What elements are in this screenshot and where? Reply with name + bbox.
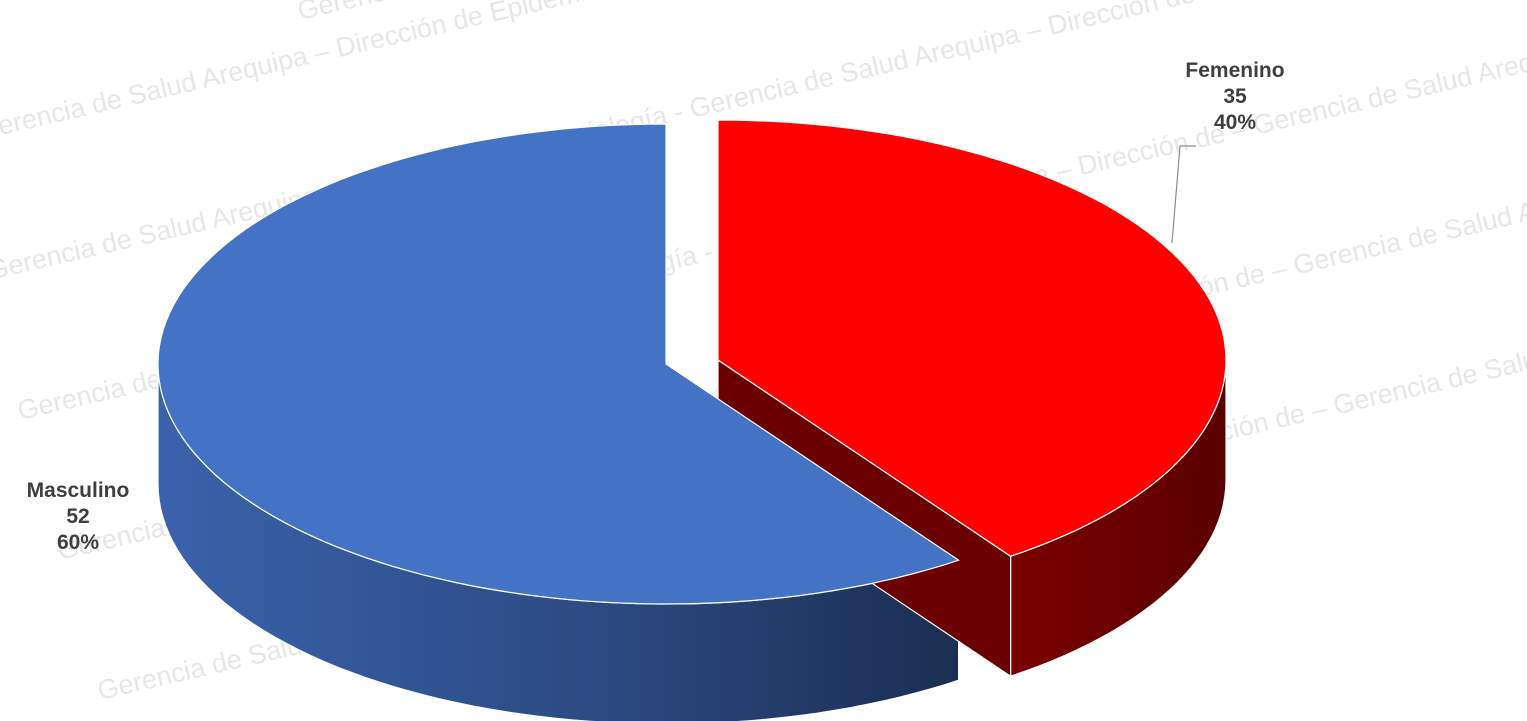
data-label-femenino: Femenino 35 40% xyxy=(1160,58,1310,136)
data-label-masculino: Masculino 52 60% xyxy=(8,478,148,556)
leader-line-femenino xyxy=(1171,145,1196,244)
slice-value-masculino: 52 xyxy=(66,505,90,528)
slice-name-femenino: Femenino xyxy=(1185,59,1285,82)
slice-percent-femenino: 40% xyxy=(1213,111,1257,134)
pie-slice-femenino xyxy=(717,119,1227,557)
slice-name-masculino: Masculino xyxy=(26,479,130,502)
pie-tops xyxy=(157,119,1227,605)
slice-percent-masculino: 60% xyxy=(56,531,100,554)
leader-lines xyxy=(1171,145,1196,244)
slice-value-femenino: 35 xyxy=(1223,85,1247,108)
pie-slice-masculino xyxy=(157,123,960,605)
